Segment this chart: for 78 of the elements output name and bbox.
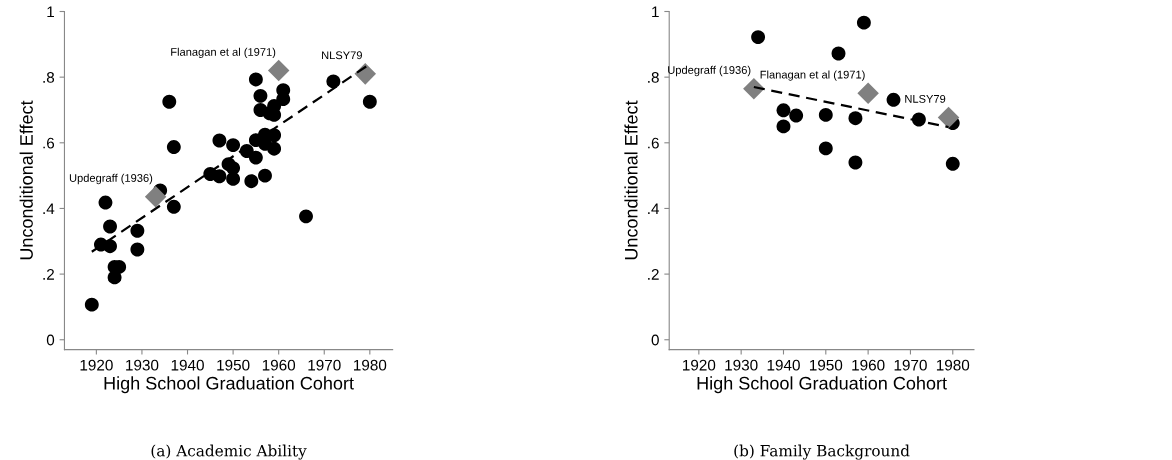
point xyxy=(144,185,167,208)
point xyxy=(267,59,290,82)
y-tick-label: .6 xyxy=(43,137,55,149)
point xyxy=(818,141,833,156)
x-tick-label: 1930 xyxy=(126,359,159,371)
x-tick-label: 1980 xyxy=(936,359,970,371)
annotation: Updegraff (1936) xyxy=(69,173,153,185)
annotation: Updegraff (1936) xyxy=(668,65,751,77)
point xyxy=(130,242,145,257)
y-tick-label: .8 xyxy=(648,72,659,83)
x-tick-label: 1950 xyxy=(809,359,843,371)
point xyxy=(326,74,341,89)
point xyxy=(848,155,863,170)
x-tick-label: 1960 xyxy=(852,359,885,371)
y-tick-label: .8 xyxy=(43,72,55,83)
x-tick-label: 1920 xyxy=(80,359,113,371)
y-tick-label: 0 xyxy=(46,334,55,346)
point xyxy=(226,138,241,153)
y-axis-title: Unconditional Effect xyxy=(624,100,638,260)
y-tick-label: .4 xyxy=(43,203,55,214)
text: (b) Family Background xyxy=(734,444,910,460)
point xyxy=(362,94,377,109)
x-tick-label: 1970 xyxy=(894,359,927,371)
point xyxy=(776,119,791,134)
annotation: NLSY79 xyxy=(322,51,362,60)
point xyxy=(84,297,99,312)
point xyxy=(848,111,863,126)
point xyxy=(276,92,291,107)
x-tick-label: 1960 xyxy=(262,359,296,371)
point xyxy=(886,92,901,107)
x-tick-label: 1950 xyxy=(217,359,250,371)
annotation: Flanagan et al (1971) xyxy=(760,70,865,81)
point xyxy=(166,140,181,155)
x-tick-label: 1980 xyxy=(354,359,387,371)
y-tick-label: .2 xyxy=(43,268,54,280)
point xyxy=(166,199,181,214)
point xyxy=(789,108,804,123)
annotation: Flanagan et al (1971) xyxy=(171,47,276,59)
point xyxy=(253,88,268,103)
annotation: NLSY79 xyxy=(905,94,946,103)
point xyxy=(248,150,263,165)
x-tick-label: 1930 xyxy=(725,359,758,371)
y-tick-label: .6 xyxy=(648,137,659,149)
point xyxy=(248,72,263,87)
y-tick-label: 1 xyxy=(652,6,659,18)
point xyxy=(244,174,259,189)
x-tick-label: 1940 xyxy=(767,359,800,371)
point xyxy=(103,239,117,254)
point xyxy=(857,82,879,104)
point xyxy=(776,103,791,118)
point xyxy=(162,94,177,109)
x-axis-title: High School Graduation Cohort xyxy=(697,376,947,394)
y-tick-label: 1 xyxy=(47,6,54,18)
point xyxy=(354,63,377,85)
x-axis-title: High School Graduation Cohort xyxy=(104,376,354,394)
point xyxy=(818,107,833,122)
point xyxy=(751,30,766,45)
point xyxy=(226,171,241,186)
point xyxy=(212,133,227,148)
point xyxy=(267,141,282,156)
point xyxy=(831,46,846,61)
point xyxy=(258,168,272,183)
point xyxy=(212,169,227,184)
point xyxy=(103,219,117,234)
point xyxy=(299,209,313,224)
y-tick-label: 0 xyxy=(651,334,659,346)
x-tick-label: 1920 xyxy=(683,359,716,371)
point xyxy=(98,195,113,210)
text: (a) Academic Ability xyxy=(151,444,307,460)
x-tick-label: 1970 xyxy=(308,359,341,371)
point xyxy=(856,15,871,30)
point xyxy=(937,106,960,129)
y-tick-label: .4 xyxy=(648,203,660,214)
y-tick-label: .2 xyxy=(648,268,659,280)
point xyxy=(130,223,145,238)
y-axis-title: Unconditional Effect xyxy=(19,100,33,260)
x-tick-label: 1940 xyxy=(171,359,204,371)
point xyxy=(945,156,960,171)
